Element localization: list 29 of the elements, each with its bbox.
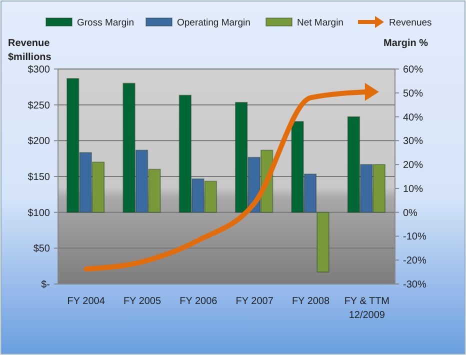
y-tick-label: $150 bbox=[28, 172, 50, 183]
legend-label: Net Margin bbox=[297, 17, 344, 28]
y-axis-title: Revenue $millions bbox=[8, 38, 52, 63]
y2-tick-label: 30% bbox=[403, 136, 424, 148]
x-tick-label: FY 2008 bbox=[292, 296, 330, 307]
x-tick-label: FY & TTM 12/2009 bbox=[344, 296, 390, 321]
y2-tick-label: 20% bbox=[403, 160, 424, 172]
y2-tick-label: 60% bbox=[403, 64, 424, 76]
y-tick-label: $250 bbox=[28, 100, 50, 112]
y2-tick-label: 10% bbox=[403, 184, 424, 195]
y-tick-label: $- bbox=[41, 280, 50, 290]
x-tick-label: FY 2006 bbox=[180, 296, 218, 307]
y2-tick-label: -30% bbox=[403, 280, 426, 290]
y2-tick-label: 0% bbox=[403, 208, 418, 219]
y-tick-label: $100 bbox=[28, 208, 50, 219]
y-tick-label: $300 bbox=[28, 64, 50, 76]
y2-tick-label: 40% bbox=[403, 112, 424, 124]
legend-label: Revenues bbox=[389, 17, 432, 28]
legend-label: Gross Margin bbox=[77, 17, 134, 28]
y2-tick-label: -20% bbox=[403, 256, 426, 267]
y2-axis-title: Margin % bbox=[384, 38, 428, 49]
x-tick-label: FY 2005 bbox=[123, 296, 162, 307]
y-tick-label: $200 bbox=[28, 136, 50, 148]
y-tick-label: $50 bbox=[33, 244, 50, 255]
x-tick-label: FY 2004 bbox=[67, 296, 106, 307]
legend-label: Operating Margin bbox=[177, 17, 250, 28]
x-tick-label: FY 2007 bbox=[236, 296, 274, 307]
y2-tick-label: -10% bbox=[403, 232, 426, 243]
y2-tick-label: 50% bbox=[403, 88, 424, 100]
